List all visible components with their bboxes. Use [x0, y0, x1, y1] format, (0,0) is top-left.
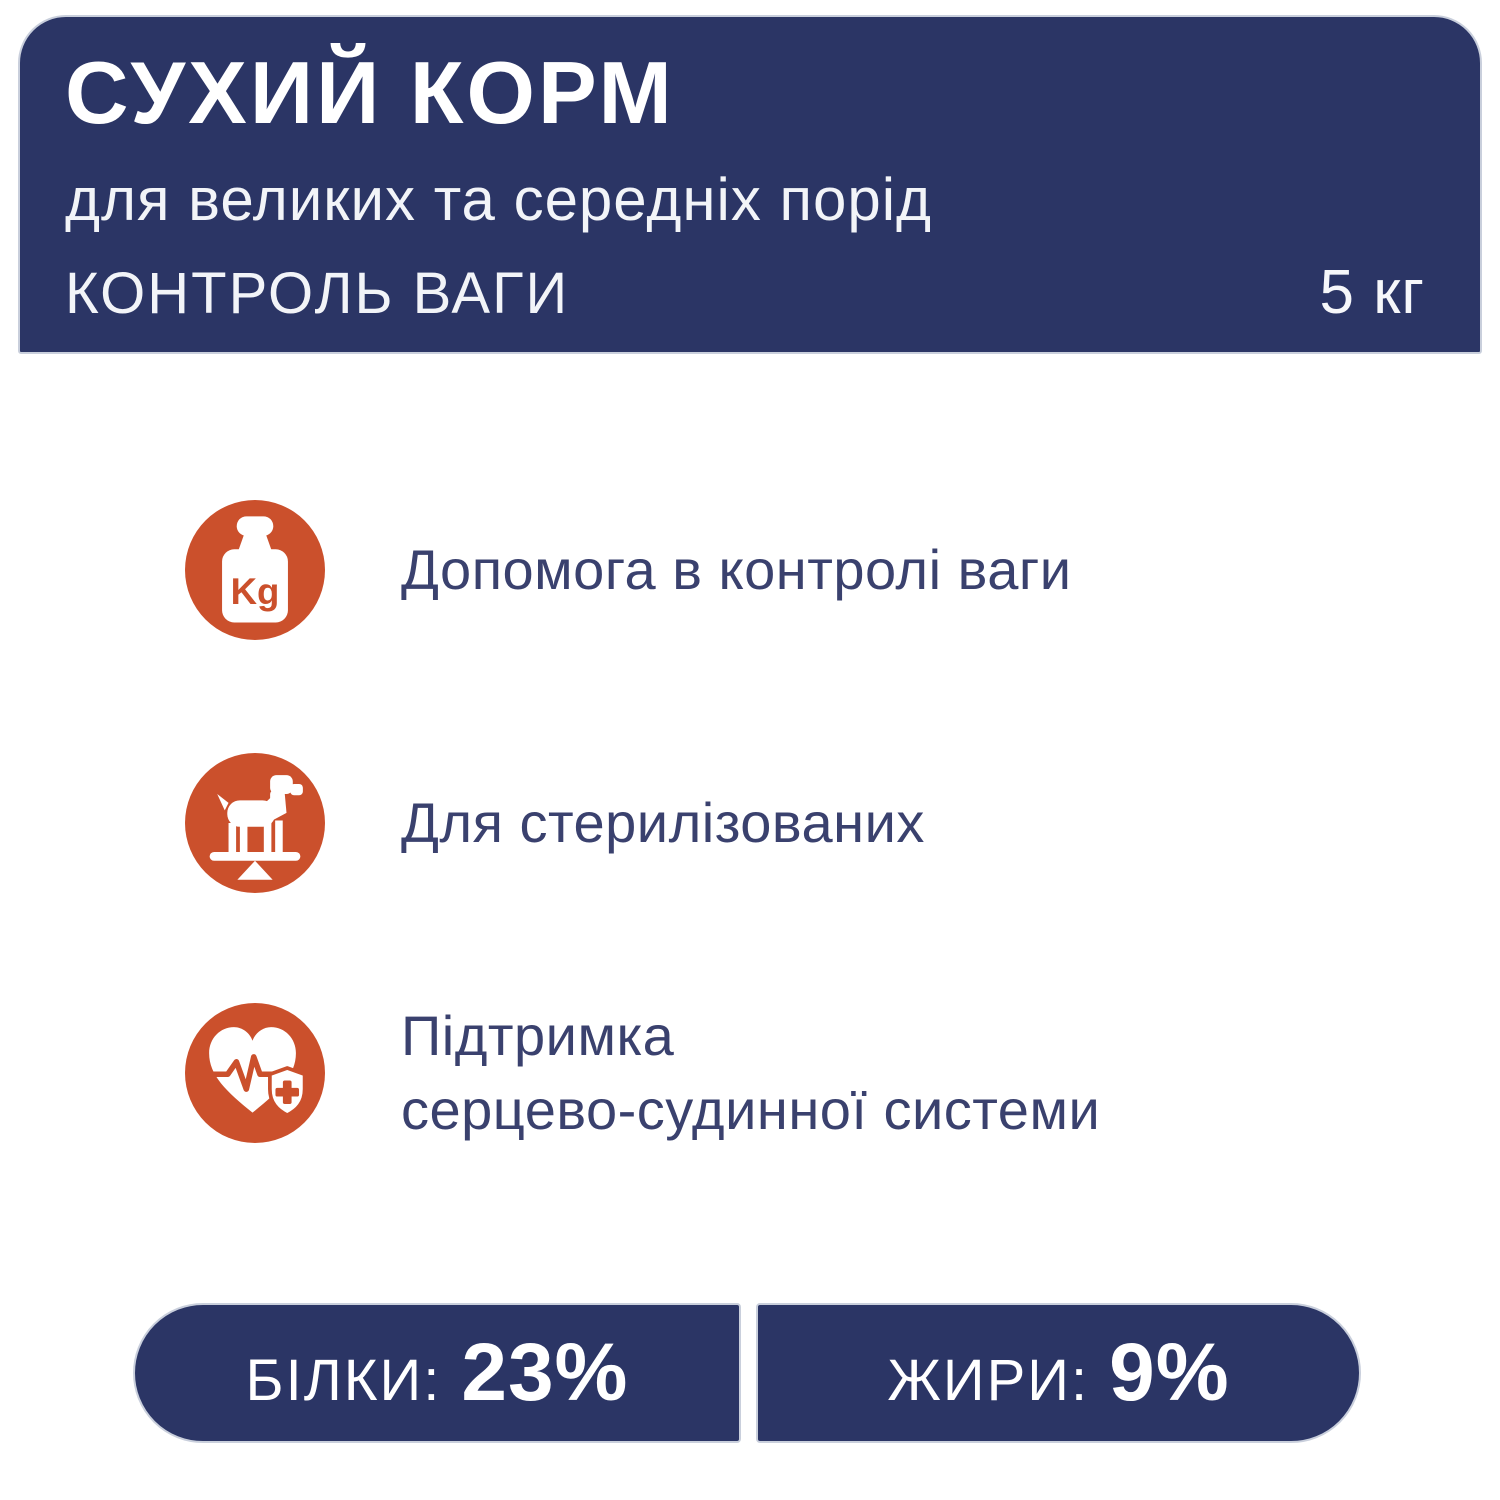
- product-category: КОНТРОЛЬ ВАГИ: [65, 261, 570, 326]
- protein-value: 23%: [461, 1327, 629, 1418]
- fat-value: 9%: [1109, 1327, 1230, 1418]
- fat-stat-pill: ЖИРИ: 9%: [756, 1303, 1361, 1443]
- kg-badge-label: Kg: [231, 571, 280, 612]
- protein-label: БІЛКИ:: [245, 1348, 442, 1413]
- header-panel: СУХИЙ КОРМ для великих та середніх порід…: [18, 15, 1482, 354]
- heart-shield-icon-glyph: [200, 1027, 307, 1118]
- protein-stat-pill: БІЛКИ: 23%: [133, 1303, 741, 1443]
- fat-label: ЖИРИ:: [887, 1348, 1090, 1413]
- feature-sterilized: Для стерилізованих: [185, 753, 925, 893]
- feature-cardio-support: Підтримка серцево-судинної системи: [185, 1003, 1100, 1143]
- kg-weight-icon: Kg: [185, 500, 325, 640]
- dog-on-scale-icon: [185, 753, 325, 893]
- heart-shield-icon: [185, 1003, 325, 1143]
- package-weight: 5 кг: [1319, 258, 1425, 327]
- kg-weight-icon-glyph: Kg: [222, 516, 288, 623]
- product-title: СУХИЙ КОРМ: [65, 43, 675, 142]
- feature-text-sterilized: Для стерилізованих: [401, 791, 925, 855]
- feature-text-weight-control: Допомога в контролі ваги: [401, 538, 1072, 602]
- dog-on-scale-icon-glyph: [209, 775, 303, 880]
- fat-stat: ЖИРИ: 9%: [887, 1326, 1229, 1420]
- feature-weight-control: Kg Допомога в контролі ваги: [185, 500, 1072, 640]
- product-subtitle: для великих та середніх порід: [65, 166, 933, 233]
- feature-text-cardio: Підтримка серцево-судинної системи: [401, 1004, 1101, 1141]
- protein-stat: БІЛКИ: 23%: [246, 1326, 629, 1420]
